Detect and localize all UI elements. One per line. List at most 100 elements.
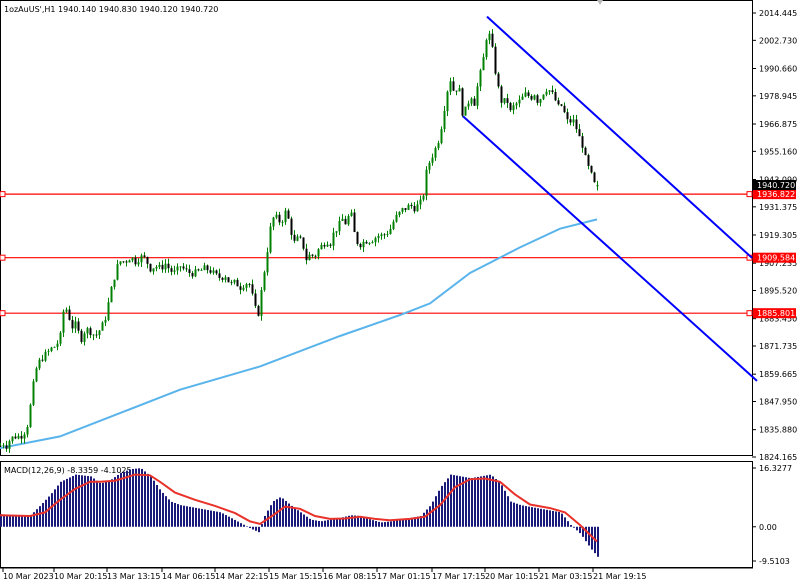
channel-upper-line[interactable] [486, 15, 753, 259]
macd-histogram-bar [0, 514, 2, 527]
macd-histogram-bar [357, 515, 359, 527]
level-handle[interactable] [0, 191, 6, 198]
candle-body [266, 252, 269, 273]
macd-histogram-bar [144, 471, 146, 527]
candle-body [152, 268, 155, 272]
candle-body [2, 445, 5, 447]
candle-body [146, 256, 149, 264]
macd-histogram-bar [258, 526, 260, 533]
macd-histogram-bar [6, 514, 8, 527]
macd-histogram-bar [171, 501, 173, 527]
price-tick-label: 1835.880 [759, 426, 797, 435]
macd-histogram-bar [30, 515, 32, 527]
macd-histogram-bar [567, 521, 569, 527]
candle-body [338, 220, 341, 232]
macd-histogram-bar [207, 510, 209, 527]
macd-histogram-bar [444, 482, 446, 527]
macd-indicator [0, 468, 599, 557]
candle-body [578, 129, 581, 137]
macd-histogram-bar [87, 476, 89, 527]
macd-histogram-bar [348, 515, 350, 527]
macd-histogram-bar [552, 510, 554, 527]
macd-histogram-bar [372, 520, 374, 527]
level-handle[interactable] [0, 310, 6, 317]
macd-histogram-bar [462, 476, 464, 527]
macd-histogram-bar [381, 522, 383, 527]
macd-histogram-bar [528, 506, 530, 527]
candle-body [356, 232, 359, 245]
candle-body [449, 81, 452, 92]
macd-histogram-bar [537, 508, 539, 527]
candle-body [50, 347, 53, 351]
candle-body [443, 111, 446, 130]
candle-body [350, 212, 353, 217]
macd-histogram-bar [147, 473, 149, 527]
macd-histogram-bar [441, 485, 443, 527]
time-tick-label: 17 Mar 17:15 [432, 572, 485, 581]
level-price-tag [753, 252, 796, 263]
macd-histogram-bar [189, 506, 191, 527]
candle-body [206, 265, 209, 271]
candle-body [467, 103, 470, 107]
macd-histogram-bar [498, 481, 500, 527]
level-price-tag-label: 1936.822 [757, 190, 795, 199]
trend-channel[interactable] [462, 15, 758, 382]
candle-body [425, 169, 428, 196]
level-handle[interactable] [746, 191, 753, 198]
candle-body [485, 40, 488, 58]
candle-body [17, 435, 20, 439]
macd-histogram-bar [138, 468, 140, 527]
candle-body [392, 221, 395, 230]
candle-body [533, 95, 536, 100]
candle-body [32, 381, 35, 405]
candle-body [548, 90, 551, 92]
macd-histogram-bar [99, 482, 101, 527]
macd-histogram-bar [12, 515, 14, 527]
macd-histogram-bar [39, 506, 41, 527]
candle-body [149, 263, 152, 272]
shift-marker-icon[interactable] [597, 0, 603, 5]
macd-histogram-bar [303, 514, 305, 527]
moving-average [0, 218, 598, 450]
candle-body [35, 368, 38, 382]
candle-body [86, 328, 89, 334]
candle-body [434, 148, 437, 158]
macd-histogram-bar [186, 506, 188, 527]
macd-histogram-bar [408, 518, 410, 527]
macd-tick-label: 16.3277 [759, 464, 792, 473]
candle-body [581, 136, 584, 148]
macd-histogram-bar [168, 499, 170, 527]
macd-histogram-bar [390, 521, 392, 527]
candle-body [281, 222, 284, 223]
macd-histogram-bar [288, 503, 290, 527]
level-handle[interactable] [0, 254, 6, 261]
macd-histogram-bar [165, 496, 167, 527]
macd-axis: 16.3277 0.00 -9.5103 [752, 464, 792, 566]
candle-body [308, 254, 311, 261]
candle-body [257, 305, 260, 316]
candle-body [158, 264, 161, 267]
candle-body [38, 359, 41, 369]
macd-histogram-bar [243, 524, 245, 527]
macd-histogram-bar [309, 518, 311, 527]
macd-histogram-bar [33, 512, 35, 527]
candle-body [419, 199, 422, 205]
macd-histogram-bar [66, 478, 68, 527]
level-handle[interactable] [746, 310, 753, 317]
macd-histogram-bar [468, 477, 470, 527]
candle-body [251, 284, 254, 294]
channel-lower-line[interactable] [462, 115, 758, 382]
candle-body [377, 236, 380, 239]
candle-body [575, 119, 578, 130]
macd-histogram-bar [300, 512, 302, 527]
candle-body [404, 208, 407, 210]
macd-histogram-bar [3, 514, 5, 527]
candle-body [491, 33, 494, 47]
macd-histogram-bar [342, 517, 344, 527]
candle-body [263, 272, 266, 291]
candle-body [26, 427, 29, 435]
candle-body [272, 217, 275, 227]
candle-body [332, 232, 335, 246]
candle-body [584, 147, 587, 156]
